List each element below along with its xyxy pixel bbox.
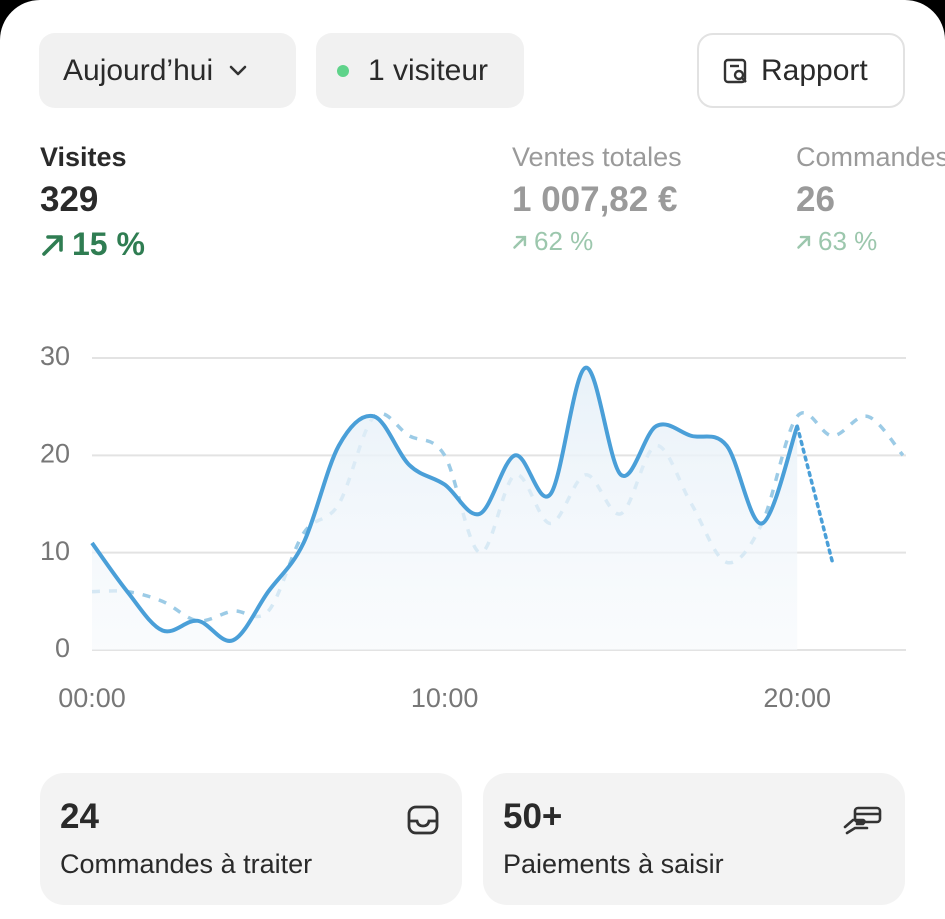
x-tick-label: 20:00	[763, 683, 831, 713]
visitors-label: 1 visiteur	[368, 53, 489, 87]
report-label: Rapport	[761, 53, 868, 87]
inbox-icon	[407, 805, 439, 835]
period-label: Aujourd’hui	[63, 53, 214, 87]
dotted-line	[795, 424, 835, 565]
x-tick-label: 10:00	[411, 683, 479, 713]
card-label: Commandes à traiter	[60, 849, 313, 879]
metric-label: Commandes	[796, 142, 945, 172]
card-value: 24	[60, 797, 99, 836]
chevron-icon	[229, 65, 247, 75]
metric[interactable]: Visites 329 15 %	[40, 142, 145, 263]
area-fill	[92, 367, 798, 650]
y-tick-label: 20	[40, 438, 70, 468]
payment-icon	[843, 806, 882, 835]
report-button[interactable]: Rapport	[697, 33, 905, 108]
metric-change-text: 15 %	[72, 226, 145, 262]
y-tick-label: 30	[40, 341, 70, 371]
metric-change-text: 62 %	[534, 226, 594, 256]
metric-label: Visites	[40, 142, 127, 172]
metric[interactable]: Ventes totales 1 007,82 € 62 %	[512, 142, 682, 257]
card-value: 50+	[503, 797, 563, 836]
payments-card[interactable]: 50+ Paiements à saisir	[483, 773, 905, 905]
up-arrow	[797, 235, 811, 249]
report-icon	[723, 58, 747, 83]
metric-change: 62 %	[512, 226, 682, 257]
metric-change: 15 %	[40, 226, 145, 263]
visitors-button[interactable]: 1 visiteur	[316, 33, 524, 108]
card-label: Paiements à saisir	[503, 849, 724, 879]
y-tick-label: 10	[40, 536, 70, 566]
metric-value: 1 007,82 €	[512, 180, 678, 219]
up-arrow	[42, 234, 63, 256]
up-arrow	[513, 235, 527, 249]
metric-value: 26	[796, 180, 835, 219]
solid-line	[90, 365, 800, 643]
metric-label: Ventes totales	[512, 142, 682, 172]
metric-change: 63 %	[796, 226, 945, 257]
metric[interactable]: Commandes 26 63 %	[796, 142, 945, 257]
y-tick-label: 0	[55, 633, 70, 663]
period-button[interactable]: Aujourd’hui	[39, 33, 296, 108]
orders-card[interactable]: 24 Commandes à traiter	[40, 773, 462, 905]
x-tick-label: 00:00	[58, 683, 126, 713]
metric-change-text: 63 %	[818, 226, 878, 256]
chart: 0 10 20 30 00:00 10:00 20:00	[40, 341, 906, 713]
metric-value: 329	[40, 180, 99, 219]
live-dot	[337, 64, 349, 77]
